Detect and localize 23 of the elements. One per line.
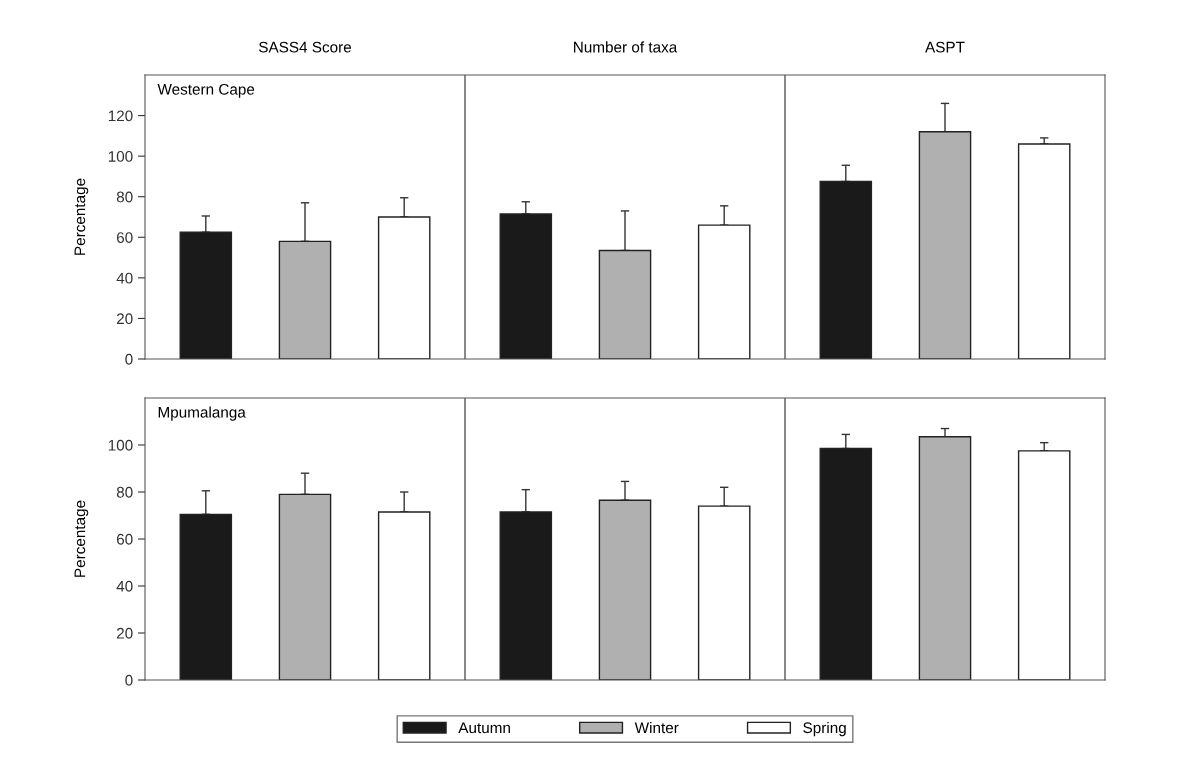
y-tick-label: 120 [108, 110, 133, 122]
y-tick-label: 60 [116, 232, 133, 243]
annotation: Mpumalanga [158, 406, 246, 421]
legend-label: Spring [803, 721, 846, 737]
y-tick-label: 100 [108, 439, 133, 451]
y-tick-label: 40 [116, 580, 133, 592]
legend-label: Autumn [458, 722, 510, 734]
y-tick-label: 0 [125, 353, 133, 365]
y-tick-label: 80 [116, 191, 133, 203]
y-axis-title: Percentage [74, 178, 89, 255]
y-tick-label: 0 [125, 674, 133, 686]
legend-label: Winter [634, 721, 679, 734]
y-tick-label: 80 [116, 486, 133, 498]
y-axis-title: Percentage [74, 500, 89, 577]
y-tick-label: 20 [116, 627, 133, 639]
y-tick-label: 100 [108, 151, 133, 162]
y-tick-label: 40 [116, 272, 133, 284]
y-tick-label: 20 [116, 313, 133, 325]
x-tick-label: ASPT [925, 41, 965, 53]
annotation: Western Cape [157, 83, 255, 98]
x-tick-label: SASS4 Score [258, 41, 352, 53]
y-tick-label: 60 [116, 533, 133, 545]
x-tick-label: Number of taxa [574, 41, 678, 53]
